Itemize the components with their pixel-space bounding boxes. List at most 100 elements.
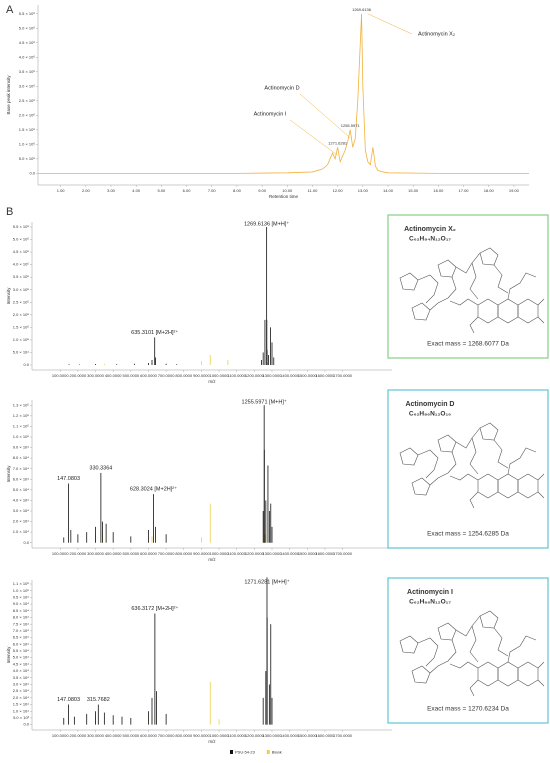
y-tick-label: 0.0 [23, 722, 29, 727]
peak-label: 147.0803 [57, 476, 80, 482]
structure-box [387, 214, 549, 359]
y-tick-label: 2.5 × 10⁴ [13, 688, 30, 693]
x-tick-label: 9.00 [258, 188, 267, 193]
x-tick-label: 100.0000 [52, 373, 69, 378]
y-tick-label: 1.3 × 10⁵ [13, 402, 30, 407]
x-axis-title: Retention time [269, 194, 299, 199]
peak-label: 628.3024 [M+2H]²⁺ [130, 486, 177, 493]
exact-mass: Exact mass = 1270.6234 Da [427, 706, 509, 713]
x-tick-label: 1600.0000 [315, 551, 335, 556]
x-tick-label: 1600.0000 [315, 373, 335, 378]
y-tick-label: 1.5 × 10⁵ [13, 324, 30, 329]
formula: C₆₂H₈₆N₁₂O₁₆ [409, 411, 451, 418]
callout-label: Actinomycin D [264, 85, 299, 91]
y-tick-label: 2.5 × 10⁵ [13, 299, 30, 304]
formula: C₆₂H₈₄N₁₂O₁₇ [409, 236, 451, 243]
y-tick-label: 3.5 × 10⁵ [13, 274, 30, 279]
y-tick-label: 2.0 × 10⁴ [13, 695, 30, 700]
y-tick-label: 7.0 × 10⁴ [13, 628, 30, 633]
y-axis-title: Base peak intensity [6, 75, 11, 115]
x-tick-label: 900.0000 [193, 733, 210, 738]
x-tick-label: 1300.0000 [263, 733, 283, 738]
compound-name: Actinomycin I [407, 589, 453, 596]
x-tick-label: 1700.0000 [333, 551, 353, 556]
legend-swatch [230, 750, 233, 754]
x-tick-label: 200.0000 [70, 373, 87, 378]
x-tick-label: 1600.0000 [315, 733, 335, 738]
x-tick-label: 4.00 [132, 188, 141, 193]
y-tick-label: 2.5 × 10⁶ [19, 98, 36, 103]
x-tick-label: 500.0000 [122, 373, 139, 378]
peak-label: 1255.5971 [M+H]⁺ [242, 398, 287, 405]
x-tick-label: 400.0000 [105, 551, 122, 556]
x-tick-label: 1.00 [57, 188, 66, 193]
y-tick-label: 1.1 × 10⁵ [13, 581, 30, 586]
x-tick-label: 1700.0000 [333, 733, 353, 738]
x-tick-label: 1200.0000 [245, 551, 265, 556]
x-tick-label: 600.0000 [140, 373, 157, 378]
y-tick-label: 1.0 × 10⁶ [19, 141, 36, 146]
y-tick-label: 1.0 × 10⁴ [13, 529, 30, 534]
y-tick-label: 1.1 × 10⁵ [13, 423, 30, 428]
peak-label: 315.7682 [87, 697, 110, 703]
x-tick-label: 3.00 [107, 188, 116, 193]
y-tick-label: 5.0 × 10⁴ [13, 655, 30, 660]
peak-label: 1271.6281 [328, 140, 348, 145]
x-tick-label: 8.00 [233, 188, 242, 193]
y-tick-label: 4.0 × 10⁴ [13, 668, 30, 673]
y-tick-label: 9.0 × 10⁴ [13, 601, 30, 606]
x-tick-label: 13.00 [358, 188, 369, 193]
y-tick-label: 5.5 × 10⁵ [13, 224, 30, 229]
x-tick-label: 400.0000 [105, 373, 122, 378]
x-tick-label: 17.00 [459, 188, 470, 193]
y-tick-label: 9.5 × 10⁴ [13, 594, 30, 599]
callout-line [367, 13, 413, 35]
x-tick-label: 15.00 [408, 188, 419, 193]
x-tick-label: 7.00 [208, 188, 217, 193]
x-tick-label: 300.0000 [87, 373, 104, 378]
x-tick-label: 600.0000 [140, 551, 157, 556]
x-tick-label: 1400.0000 [280, 373, 300, 378]
y-tick-label: 5.0 × 10³ [13, 715, 30, 720]
x-tick-label: 18.00 [484, 188, 495, 193]
y-tick-label: 4.5 × 10⁴ [13, 661, 30, 666]
x-tick-label: 1200.0000 [245, 733, 265, 738]
x-tick-label: 200.0000 [70, 733, 87, 738]
y-tick-label: 0.0 [23, 362, 29, 367]
y-tick-label: 3.0 × 10⁴ [13, 682, 30, 687]
x-tick-label: 16.00 [433, 188, 444, 193]
x-axis-title: m/z [208, 379, 216, 384]
y-tick-label: 8.0 × 10⁴ [13, 615, 30, 620]
x-tick-label: 200.0000 [70, 551, 87, 556]
panel-label: A [6, 4, 14, 16]
y-tick-label: 7.5 × 10⁴ [13, 621, 30, 626]
x-tick-label: 1000.0000 [210, 551, 230, 556]
y-tick-label: 5.0 × 10⁵ [19, 156, 36, 161]
y-tick-label: 4.5 × 10⁵ [13, 249, 30, 254]
x-tick-label: 1400.0000 [280, 551, 300, 556]
x-axis-title: m/z [208, 557, 216, 562]
x-tick-label: 800.0000 [175, 551, 192, 556]
x-tick-label: 100.0000 [52, 733, 69, 738]
y-tick-label: 3.0 × 10⁶ [19, 83, 36, 88]
x-tick-label: 900.0000 [193, 373, 210, 378]
exact-mass: Exact mass = 1268.6077 Da [427, 341, 509, 348]
callout-label: Actinomycin I [254, 111, 287, 117]
y-axis-title: Intensity [6, 287, 11, 305]
x-tick-label: 1500.0000 [298, 551, 318, 556]
y-tick-label: 3.0 × 10⁵ [13, 287, 30, 292]
y-tick-label: 6.0 × 10⁴ [13, 641, 30, 646]
peak-label: 1255.5971 [341, 123, 361, 128]
x-tick-label: 700.0000 [158, 733, 175, 738]
y-tick-label: 5.5 × 10⁶ [19, 11, 36, 16]
x-tick-label: 1500.0000 [298, 373, 318, 378]
panel-label: B [6, 206, 13, 218]
y-tick-label: 2.0 × 10⁴ [13, 519, 30, 524]
y-tick-label: 1.5 × 10⁶ [19, 127, 36, 132]
x-tick-label: 300.0000 [87, 551, 104, 556]
x-tick-label: 10.00 [282, 188, 293, 193]
y-tick-label: 1.0 × 10⁴ [13, 708, 30, 713]
y-tick-label: 2.0 × 10⁵ [13, 312, 30, 317]
x-tick-label: 100.0000 [52, 551, 69, 556]
